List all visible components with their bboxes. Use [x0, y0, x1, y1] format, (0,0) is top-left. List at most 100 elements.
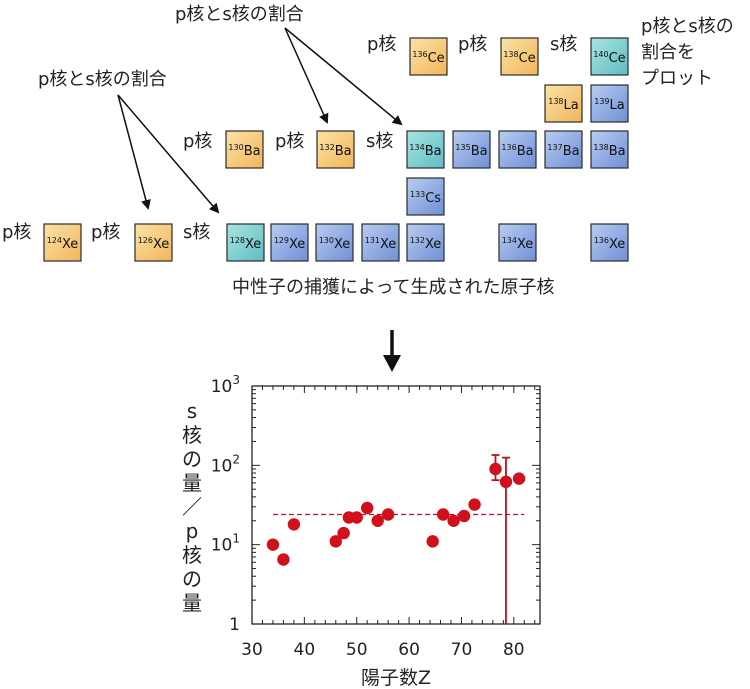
- svg-text:138La: 138La: [548, 97, 579, 113]
- row-label-ce-p2: p核: [458, 34, 487, 55]
- data-point: [499, 475, 513, 489]
- nuclide-symbol: Xe: [609, 237, 625, 252]
- axis-ticks: [251, 386, 540, 625]
- row-label-ba-p1: p核: [183, 131, 212, 152]
- x-tick-label: 60: [398, 640, 420, 660]
- annotation-ratio-right-3: プロット: [641, 68, 713, 89]
- y-tick-labels: 1 101 102 103: [211, 373, 240, 635]
- y-axis-label-char: 核: [182, 423, 202, 447]
- x-tick-labels: 30 40 50 60 70 80: [241, 640, 524, 660]
- nuclide-symbol: Xe: [245, 237, 261, 252]
- svg-text:126Xe: 126Xe: [138, 236, 170, 252]
- y-axis-label-char: ／: [182, 495, 202, 519]
- nuclide-mass: 134: [409, 143, 424, 152]
- data-point: [426, 535, 439, 548]
- annotation-ratio-left: p核とs核の割合: [38, 69, 167, 90]
- x-tick-label: 40: [294, 640, 316, 660]
- annotation-ratio-right-2: 割合を: [641, 42, 695, 63]
- svg-text:140Ce: 140Ce: [593, 50, 625, 66]
- data-point: [361, 501, 374, 515]
- y-tick-label: 101: [211, 532, 240, 556]
- x-tick-label: 30: [241, 640, 263, 660]
- nuclide-ba130: 130Ba: [225, 130, 264, 169]
- nuclide-cs133: 133Cs: [406, 177, 445, 216]
- nuclide-symbol: Ce: [609, 51, 626, 66]
- svg-text:134Ba: 134Ba: [409, 143, 441, 159]
- data-point: [337, 526, 350, 540]
- svg-text:138Ba: 138Ba: [593, 143, 625, 159]
- nuclide-mass: 129: [274, 236, 289, 245]
- nuclide-ba134: 134Ba: [406, 130, 445, 169]
- nuclide-xe132: 132Xe: [406, 223, 445, 262]
- y-axis-label-char: 量: [182, 471, 202, 495]
- nuclide-symbol: Xe: [334, 237, 350, 252]
- y-axis-label-char: の: [182, 567, 202, 591]
- nuclide-la138: 138La: [544, 84, 583, 123]
- arrow-to-ba132: [284, 27, 329, 124]
- nuclide-xe136: 136Xe: [590, 223, 629, 262]
- row-label-ba-p2: p核: [275, 131, 304, 152]
- nuclide-xe130: 130Xe: [315, 223, 354, 262]
- arrow-to-xe126: [117, 94, 151, 210]
- row-label-xe-p1: p核: [2, 222, 31, 243]
- nuclide-symbol: Cs: [425, 191, 441, 206]
- nuclide-mass: 132: [319, 143, 334, 152]
- nuclide-symbol: Ce: [428, 51, 445, 66]
- nuclide-symbol: Xe: [517, 237, 533, 252]
- arrow-to-ba134: [284, 27, 403, 126]
- svg-text:139La: 139La: [594, 97, 625, 113]
- svg-text:137Ba: 137Ba: [547, 143, 579, 159]
- row-label-ce-s: s核: [550, 34, 577, 55]
- nuclide-symbol: La: [610, 98, 625, 113]
- nuclide-mass: 124: [47, 236, 62, 245]
- nuclide-mass: 136: [594, 236, 609, 245]
- svg-text:136Xe: 136Xe: [594, 236, 626, 252]
- y-axis-label-char: の: [182, 447, 202, 471]
- nuclide-mass: 138: [593, 143, 608, 152]
- data-point: [371, 514, 384, 527]
- y-axis-label-char: s: [187, 399, 197, 423]
- row-label-xe-s: s核: [183, 222, 210, 243]
- svg-text:136Ba: 136Ba: [501, 143, 533, 159]
- nuclide-symbol: Ba: [335, 144, 352, 159]
- data-point: [457, 509, 471, 523]
- nuclide-mass: 140: [593, 50, 608, 59]
- nuclide-symbol: Ba: [425, 144, 442, 159]
- data-point: [381, 508, 395, 521]
- x-tick-label: 80: [503, 640, 525, 660]
- nuclide-mass: 133: [410, 190, 425, 199]
- nuclide-xe124: 124Xe: [43, 223, 82, 262]
- x-tick-label: 50: [346, 640, 368, 660]
- nuclide-mass: 126: [138, 236, 153, 245]
- svg-text:132Xe: 132Xe: [410, 236, 442, 252]
- svg-text:136Ce: 136Ce: [412, 50, 444, 66]
- svg-text:132Ba: 132Ba: [319, 143, 351, 159]
- nuclide-ba132: 132Ba: [316, 130, 355, 169]
- nuclide-mass: 136: [501, 143, 516, 152]
- data-point: [512, 472, 526, 485]
- nuclide-symbol: Ba: [563, 144, 580, 159]
- annotation-ratio-top: p核とs核の割合: [175, 4, 304, 25]
- y-axis-label-char: p: [186, 519, 199, 543]
- nuclide-mass: 135: [455, 143, 470, 152]
- svg-text:130Xe: 130Xe: [319, 236, 351, 252]
- nuclide-ce138: 138Ce: [500, 37, 539, 76]
- annotation-ratio-right-1: p核とs核の: [641, 16, 734, 37]
- svg-text:135Ba: 135Ba: [455, 143, 487, 159]
- nuclide-mass: 130: [319, 236, 334, 245]
- nuclide-mass: 132: [410, 236, 425, 245]
- svg-text:134Xe: 134Xe: [502, 236, 534, 252]
- nuclide-xe134: 134Xe: [498, 223, 537, 262]
- svg-text:131Xe: 131Xe: [365, 236, 397, 252]
- nuclide-ba136: 136Ba: [498, 130, 537, 169]
- nuclide-symbol: Xe: [62, 237, 78, 252]
- nuclide-symbol: Ce: [519, 51, 536, 66]
- nuclide-chart: 124Xe 126Xe 128Xe 129Xe 130Xe 131Xe 132Xe 134Xe…: [43, 37, 629, 262]
- nuclide-symbol: Ba: [471, 144, 488, 159]
- svg-text:138Ce: 138Ce: [503, 50, 535, 66]
- row-label-ba-s: s核: [366, 131, 393, 152]
- y-axis-label-char: 核: [182, 543, 202, 567]
- nuclide-symbol: Ba: [244, 144, 261, 159]
- nuclide-mass: 138: [548, 97, 563, 106]
